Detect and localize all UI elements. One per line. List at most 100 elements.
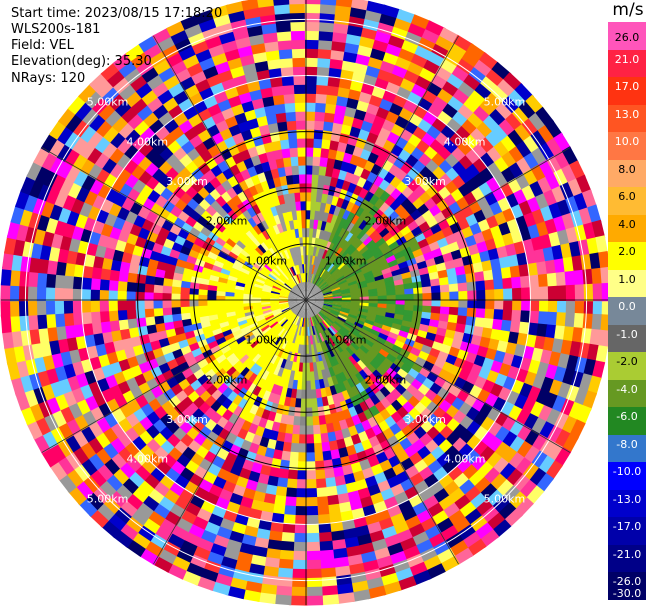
velocity-gate — [479, 336, 491, 350]
velocity-gate — [312, 165, 321, 176]
velocity-gate — [329, 266, 339, 275]
velocity-gate — [228, 356, 240, 367]
velocity-gate — [349, 79, 366, 93]
velocity-gate — [180, 286, 191, 295]
velocity-gate — [353, 350, 364, 361]
velocity-gate — [316, 66, 332, 78]
velocity-gate — [308, 308, 312, 318]
velocity-gate — [40, 199, 56, 218]
velocity-gate — [321, 308, 330, 316]
velocity-gate — [356, 242, 367, 253]
velocity-gate — [396, 9, 417, 25]
velocity-gate — [226, 278, 237, 286]
velocity-gate — [271, 285, 282, 291]
velocity-gate — [298, 300, 306, 307]
velocity-gate — [265, 248, 275, 259]
velocity-gate — [382, 357, 394, 369]
velocity-gate — [543, 189, 559, 208]
velocity-gate — [363, 322, 374, 330]
velocity-gate — [305, 550, 321, 561]
velocity-gate — [281, 330, 289, 340]
velocity-gate — [591, 267, 603, 287]
velocity-gate — [407, 22, 428, 39]
velocity-gate — [248, 271, 259, 279]
velocity-gate — [344, 481, 358, 494]
velocity-gate — [335, 246, 344, 257]
velocity-gate — [490, 328, 502, 342]
velocity-gate — [342, 51, 360, 64]
velocity-gate — [403, 357, 416, 370]
velocity-gate — [296, 380, 303, 391]
velocity-gate — [144, 307, 155, 318]
velocity-gate — [305, 93, 318, 103]
velocity-gate — [273, 585, 293, 597]
velocity-gate — [345, 318, 356, 325]
velocity-gate — [369, 229, 380, 241]
velocity-gate — [296, 335, 301, 345]
velocity-gate — [314, 294, 324, 298]
velocity-gate — [310, 273, 315, 283]
velocity-gate — [393, 250, 406, 261]
velocity-gate — [314, 379, 321, 390]
velocity-gate — [279, 303, 289, 308]
velocity-gate — [0, 298, 11, 318]
velocity-gate — [156, 329, 168, 341]
velocity-gate — [381, 267, 392, 276]
velocity-gate — [235, 239, 247, 250]
velocity-gate — [379, 60, 398, 75]
velocity-gate — [62, 389, 77, 407]
velocity-gate — [230, 266, 241, 275]
velocity-gate — [467, 243, 481, 257]
velocity-gate — [334, 354, 343, 365]
velocity-gate — [291, 305, 300, 313]
velocity-gate — [18, 298, 29, 317]
velocity-gate — [305, 173, 314, 184]
velocity-gate — [312, 433, 322, 444]
velocity-gate — [317, 174, 327, 185]
velocity-gate — [241, 0, 261, 11]
velocity-gate — [276, 357, 284, 368]
velocity-gate — [306, 293, 314, 300]
velocity-gate — [350, 385, 361, 397]
velocity-gate — [276, 252, 284, 263]
velocity-gate — [314, 120, 326, 131]
velocity-gate — [328, 232, 336, 243]
velocity-gate — [516, 332, 529, 348]
velocity-gate — [278, 301, 289, 305]
velocity-gate — [264, 279, 275, 286]
velocity-gate — [332, 304, 343, 308]
velocity-gate — [258, 322, 269, 330]
colorbar-unit: m/s — [612, 0, 644, 20]
velocity-gate — [589, 252, 602, 272]
velocity-gate — [248, 403, 259, 416]
velocity-gate — [9, 283, 20, 302]
velocity-gate — [205, 550, 224, 566]
velocity-gate — [174, 36, 194, 53]
velocity-gate — [348, 499, 363, 512]
velocity-gate — [407, 561, 428, 578]
velocity-gate — [323, 330, 331, 340]
velocity-gate — [112, 338, 125, 352]
velocity-gate — [245, 229, 256, 241]
velocity-gate — [382, 320, 394, 329]
velocity-gate — [330, 336, 339, 346]
velocity-gate — [245, 334, 256, 343]
velocity-gate — [286, 322, 293, 332]
velocity-gate — [338, 510, 354, 523]
velocity-gate — [337, 261, 347, 271]
velocity-gate — [341, 252, 351, 263]
velocity-gate — [241, 356, 253, 368]
velocity-gate — [395, 304, 406, 311]
velocity-gate — [347, 234, 358, 245]
velocity-gate — [269, 296, 280, 299]
velocity-gate — [350, 299, 361, 304]
velocity-gate — [99, 299, 109, 312]
velocity-gate — [260, 501, 275, 514]
velocity-gate — [338, 371, 348, 383]
velocity-gate — [412, 341, 424, 352]
velocity-gate — [280, 368, 288, 379]
velocity-gate — [377, 291, 388, 297]
velocity-gate — [306, 281, 308, 292]
velocity-gate — [305, 326, 309, 337]
colorbar-tick-label: 2.0 — [618, 245, 636, 259]
